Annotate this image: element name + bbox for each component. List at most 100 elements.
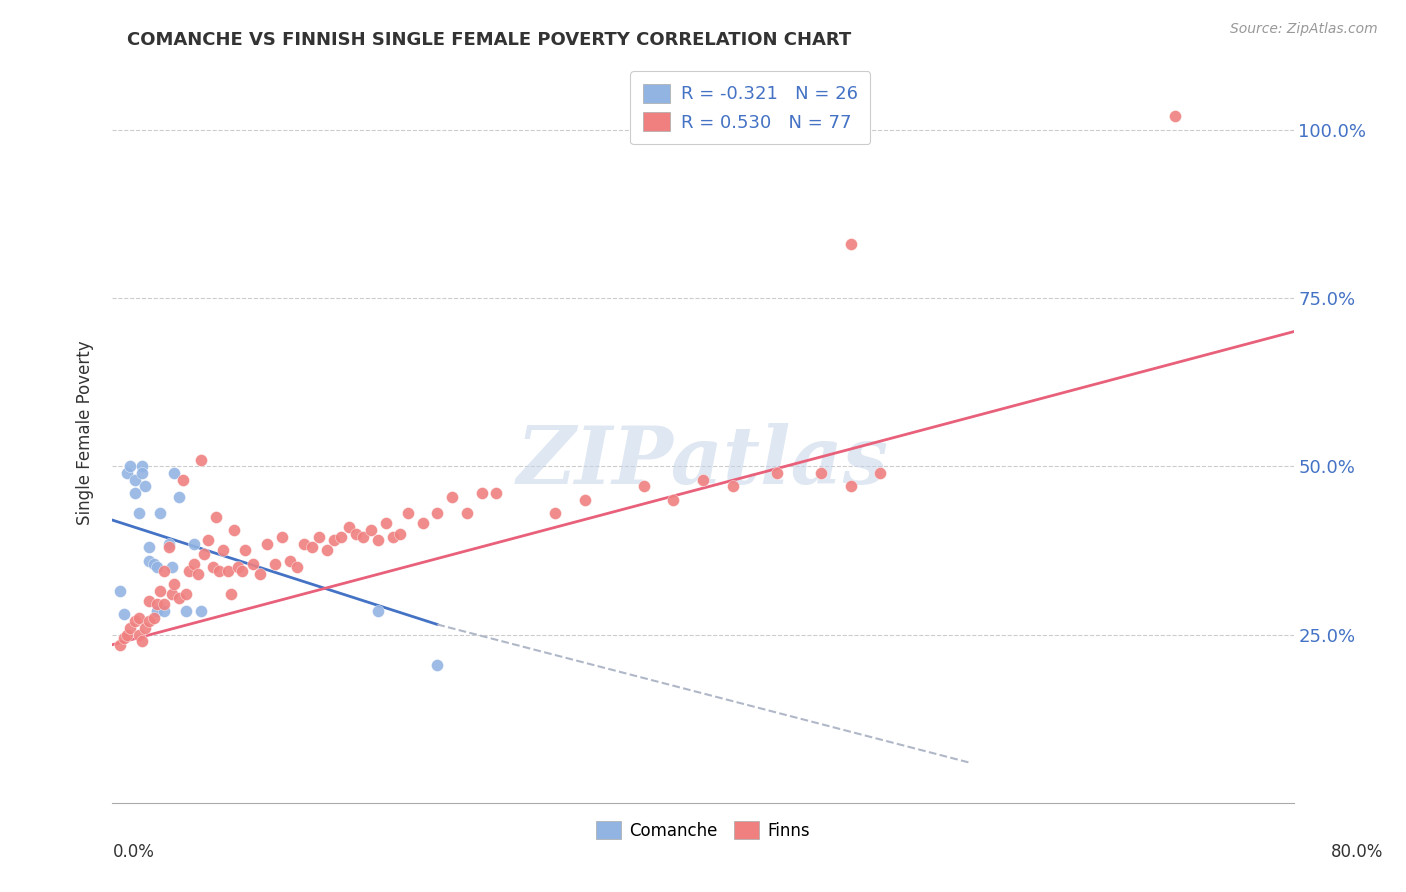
Point [264, 557, 287, 571]
Point [131, 634, 153, 648]
Point [190, 604, 212, 618]
Point [323, 533, 346, 548]
Text: ZIPatlas: ZIPatlas [517, 424, 889, 501]
Point [301, 540, 323, 554]
Point [721, 479, 744, 493]
Point [233, 543, 256, 558]
Point [117, 466, 138, 480]
Point [149, 583, 172, 598]
Point [226, 560, 249, 574]
Point [108, 583, 131, 598]
Text: Source: ZipAtlas.com: Source: ZipAtlas.com [1230, 22, 1378, 37]
Point [382, 530, 405, 544]
Point [869, 466, 891, 480]
Point [278, 553, 301, 567]
Point [138, 594, 160, 608]
Point [174, 587, 197, 601]
Point [271, 530, 294, 544]
Point [138, 553, 160, 567]
Point [124, 614, 146, 628]
Point [839, 479, 862, 493]
Point [124, 473, 146, 487]
Point [120, 621, 142, 635]
Point [330, 530, 353, 544]
Point [308, 530, 330, 544]
Point [285, 560, 308, 574]
Point [153, 604, 176, 618]
Point [146, 560, 169, 574]
Point [146, 604, 169, 618]
Point [128, 627, 150, 641]
Point [193, 547, 215, 561]
Point [426, 507, 449, 521]
Text: 0.0%: 0.0% [112, 843, 155, 861]
Point [662, 492, 685, 507]
Point [163, 466, 186, 480]
Point [174, 604, 197, 618]
Legend: Comanche, Finns: Comanche, Finns [589, 814, 817, 847]
Point [367, 533, 389, 548]
Point [201, 560, 224, 574]
Point [124, 486, 146, 500]
Point [120, 459, 142, 474]
Point [217, 564, 239, 578]
Point [208, 564, 231, 578]
Point [249, 566, 271, 581]
Point [212, 543, 235, 558]
Point [485, 486, 508, 500]
Point [128, 610, 150, 624]
Point [134, 479, 156, 493]
Point [160, 560, 183, 574]
Point [142, 557, 165, 571]
Point [256, 536, 278, 550]
Point [167, 490, 190, 504]
Point [138, 540, 160, 554]
Text: 80.0%: 80.0% [1330, 843, 1384, 861]
Point [190, 452, 212, 467]
Point [367, 604, 389, 618]
Point [112, 607, 135, 622]
Point [108, 638, 131, 652]
Point [411, 516, 433, 531]
Point [179, 564, 201, 578]
Point [574, 492, 596, 507]
Y-axis label: Single Female Poverty: Single Female Poverty [76, 341, 94, 524]
Point [183, 557, 205, 571]
Point [197, 533, 219, 548]
Point [441, 490, 464, 504]
Point [766, 466, 789, 480]
Point [205, 509, 228, 524]
Point [172, 473, 194, 487]
Point [337, 520, 360, 534]
Point [344, 526, 367, 541]
Point [153, 564, 176, 578]
Point [131, 459, 153, 474]
Point [292, 536, 315, 550]
Point [544, 507, 567, 521]
Point [1164, 109, 1187, 123]
Point [810, 466, 832, 480]
Point [633, 479, 655, 493]
Point [112, 631, 135, 645]
Point [134, 621, 156, 635]
Point [396, 507, 419, 521]
Point [160, 587, 183, 601]
Point [131, 466, 153, 480]
Point [117, 627, 138, 641]
Point [157, 540, 180, 554]
Point [352, 530, 374, 544]
Point [128, 507, 150, 521]
Point [231, 564, 253, 578]
Point [242, 557, 264, 571]
Point [360, 523, 382, 537]
Point [183, 536, 205, 550]
Point [222, 523, 245, 537]
Point [149, 507, 172, 521]
Point [426, 657, 449, 672]
Point [153, 597, 176, 611]
Point [456, 507, 478, 521]
Point [692, 473, 714, 487]
Point [167, 591, 190, 605]
Point [163, 577, 186, 591]
Point [839, 237, 862, 252]
